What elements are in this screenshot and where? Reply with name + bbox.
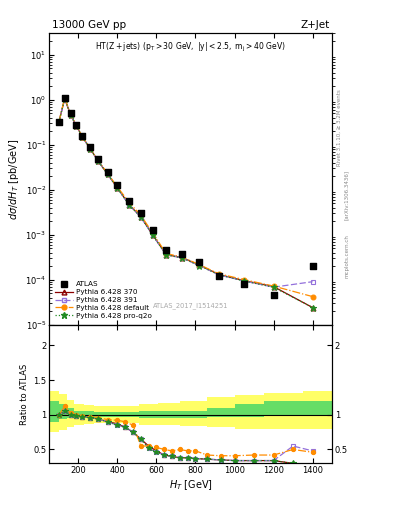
Point [95,155,101,163]
Legend: ATLAS, Pythia 6.428 370, Pythia 6.428 391, Pythia 6.428 default, Pythia 6.428 pr: ATLAS, Pythia 6.428 370, Pythia 6.428 39… [53,279,154,321]
Y-axis label: Ratio to ATLAS: Ratio to ATLAS [20,364,29,424]
Text: ATLAS_2017_I1514251: ATLAS_2017_I1514251 [153,302,228,309]
Point [149,226,156,234]
Point [196,258,202,266]
X-axis label: $H_T$ [GeV]: $H_T$ [GeV] [169,478,213,492]
Point [126,197,132,205]
Text: $\mathsf{HT(Z+jets)\ (p_T > 30\ GeV,\ |y| < 2.5,\ m_j > 40\ GeV)}$: $\mathsf{HT(Z+jets)\ (p_T > 30\ GeV,\ |y… [95,40,286,54]
Point [114,180,121,188]
Point [87,143,93,151]
Point [216,272,222,280]
Point [56,118,62,126]
Text: [arXiv:1306.3436]: [arXiv:1306.3436] [344,169,349,220]
Text: mcplots.cern.ch: mcplots.cern.ch [344,234,349,278]
Point [309,262,316,270]
Point [138,209,144,217]
Text: Z+Jet: Z+Jet [300,20,329,30]
Text: Rivet 3.1.10, ≥ 3.2M events: Rivet 3.1.10, ≥ 3.2M events [337,90,342,166]
Point [105,168,111,176]
Point [62,94,68,102]
Point [73,120,80,129]
Point [79,132,85,140]
Point [270,291,277,300]
Point [241,280,248,288]
Point [163,246,169,254]
Y-axis label: $d\sigma/dH_T$ [pb/GeV]: $d\sigma/dH_T$ [pb/GeV] [7,138,21,220]
Point [68,109,74,117]
Point [179,249,185,258]
Text: 13000 GeV pp: 13000 GeV pp [52,20,126,30]
